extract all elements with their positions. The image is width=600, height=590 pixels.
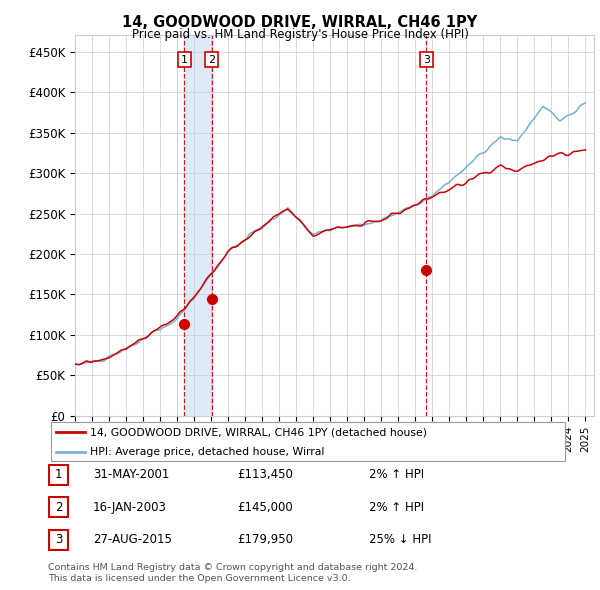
Text: 31-MAY-2001: 31-MAY-2001 bbox=[93, 468, 169, 481]
Text: 25% ↓ HPI: 25% ↓ HPI bbox=[369, 533, 431, 546]
Text: £179,950: £179,950 bbox=[237, 533, 293, 546]
Text: 2% ↑ HPI: 2% ↑ HPI bbox=[369, 468, 424, 481]
Text: 1: 1 bbox=[55, 468, 62, 481]
Text: 3: 3 bbox=[423, 55, 430, 65]
Text: Price paid vs. HM Land Registry's House Price Index (HPI): Price paid vs. HM Land Registry's House … bbox=[131, 28, 469, 41]
Text: 16-JAN-2003: 16-JAN-2003 bbox=[93, 501, 167, 514]
FancyBboxPatch shape bbox=[49, 497, 68, 517]
Text: 14, GOODWOOD DRIVE, WIRRAL, CH46 1PY: 14, GOODWOOD DRIVE, WIRRAL, CH46 1PY bbox=[122, 15, 478, 30]
Text: This data is licensed under the Open Government Licence v3.0.: This data is licensed under the Open Gov… bbox=[48, 574, 350, 583]
Text: £145,000: £145,000 bbox=[237, 501, 293, 514]
FancyBboxPatch shape bbox=[50, 422, 565, 461]
Bar bbox=[184, 35, 212, 416]
Text: 3: 3 bbox=[55, 533, 62, 546]
Text: 14, GOODWOOD DRIVE, WIRRAL, CH46 1PY (detached house): 14, GOODWOOD DRIVE, WIRRAL, CH46 1PY (de… bbox=[90, 427, 427, 437]
Text: 2: 2 bbox=[208, 55, 215, 65]
Text: 2: 2 bbox=[55, 501, 62, 514]
Text: £113,450: £113,450 bbox=[237, 468, 293, 481]
Text: 2% ↑ HPI: 2% ↑ HPI bbox=[369, 501, 424, 514]
Text: Contains HM Land Registry data © Crown copyright and database right 2024.: Contains HM Land Registry data © Crown c… bbox=[48, 563, 418, 572]
Text: HPI: Average price, detached house, Wirral: HPI: Average price, detached house, Wirr… bbox=[90, 447, 324, 457]
FancyBboxPatch shape bbox=[49, 530, 68, 550]
Text: 27-AUG-2015: 27-AUG-2015 bbox=[93, 533, 172, 546]
FancyBboxPatch shape bbox=[49, 465, 68, 485]
Text: 1: 1 bbox=[181, 55, 188, 65]
